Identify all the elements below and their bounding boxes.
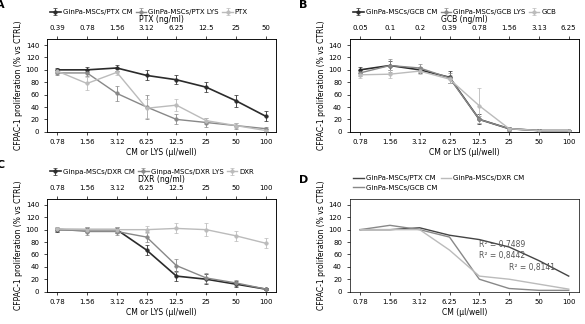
GinPa-MSCs/DXR CM — [535, 282, 542, 286]
GinPa-MSCs/GCB CM — [535, 288, 542, 292]
X-axis label: CM (µl/well): CM (µl/well) — [442, 308, 487, 317]
Y-axis label: CFPAC-1 proliferation (% vs CTRL): CFPAC-1 proliferation (% vs CTRL) — [316, 20, 326, 150]
Y-axis label: CFPAC-1 proliferation (% vs CTRL): CFPAC-1 proliferation (% vs CTRL) — [14, 20, 23, 150]
Text: R² = 0,8442: R² = 0,8442 — [479, 250, 525, 260]
GinPa-MSCs/DXR CM — [357, 228, 364, 232]
Line: GinPa-MSCs/GCB CM: GinPa-MSCs/GCB CM — [360, 225, 569, 290]
GinPa-MSCs/GCB CM — [505, 286, 512, 290]
GinPa-MSCs/DXR CM — [505, 277, 512, 281]
GinPa-MSCs/DXR CM — [387, 228, 394, 232]
Text: C: C — [0, 160, 5, 170]
GinPa-MSCs/GCB CM — [446, 235, 453, 239]
GinPa-MSCs/DXR CM — [476, 274, 483, 278]
X-axis label: CM or LYS (µl/well): CM or LYS (µl/well) — [126, 148, 197, 157]
X-axis label: GCB (ng/ml): GCB (ng/ml) — [441, 16, 488, 25]
Y-axis label: CFPAC-1 proliferation (% vs CTRL): CFPAC-1 proliferation (% vs CTRL) — [316, 180, 326, 310]
GinPa-MSCs/PTX CM — [535, 259, 542, 262]
X-axis label: PTX (ng/ml): PTX (ng/ml) — [139, 16, 184, 25]
GinPa-MSCs/DXR CM — [565, 287, 572, 291]
GinPa-MSCs/PTX CM — [387, 228, 394, 232]
Text: A: A — [0, 0, 5, 10]
Legend: Ginpa-MSCs/DXR CM, Ginpa-MSCs/DXR LYS, DXR: Ginpa-MSCs/DXR CM, Ginpa-MSCs/DXR LYS, D… — [50, 169, 254, 175]
GinPa-MSCs/DXR CM — [446, 248, 453, 252]
GinPa-MSCs/PTX CM — [416, 226, 423, 230]
Legend: GinPa-MSCs/PTX CM, GinPa-MSCs/GCB CM, GinPa-MSCs/DXR CM: GinPa-MSCs/PTX CM, GinPa-MSCs/GCB CM, Gi… — [353, 175, 524, 191]
GinPa-MSCs/DXR CM — [416, 228, 423, 232]
X-axis label: CM or LYS (µl/well): CM or LYS (µl/well) — [126, 308, 197, 317]
Text: B: B — [299, 0, 308, 10]
GinPa-MSCs/GCB CM — [565, 288, 572, 292]
GinPa-MSCs/GCB CM — [357, 228, 364, 232]
GinPa-MSCs/PTX CM — [446, 233, 453, 237]
Text: R² = 0,7489: R² = 0,7489 — [479, 240, 525, 249]
GinPa-MSCs/GCB CM — [476, 277, 483, 281]
Legend: GinPa-MSCs/PTX CM, GinPa-MSCs/PTX LYS, PTX: GinPa-MSCs/PTX CM, GinPa-MSCs/PTX LYS, P… — [50, 9, 248, 15]
Text: R² = 0,8141: R² = 0,8141 — [509, 263, 555, 272]
GinPa-MSCs/GCB CM — [416, 228, 423, 232]
X-axis label: CM or LYS (µl/well): CM or LYS (µl/well) — [429, 148, 500, 157]
Legend: GinPa-MSCs/GCB CM, GinPa-MSCs/GCB LYS, GCB: GinPa-MSCs/GCB CM, GinPa-MSCs/GCB LYS, G… — [353, 9, 556, 15]
Y-axis label: CFPAC-1 proliferation (% vs CTRL): CFPAC-1 proliferation (% vs CTRL) — [14, 180, 23, 310]
GinPa-MSCs/PTX CM — [565, 274, 572, 278]
Text: D: D — [299, 176, 308, 185]
Line: GinPa-MSCs/PTX CM: GinPa-MSCs/PTX CM — [360, 228, 569, 276]
X-axis label: DXR (ng/ml): DXR (ng/ml) — [138, 175, 185, 184]
GinPa-MSCs/PTX CM — [505, 245, 512, 249]
GinPa-MSCs/GCB CM — [387, 223, 394, 227]
GinPa-MSCs/PTX CM — [476, 237, 483, 241]
Line: GinPa-MSCs/DXR CM: GinPa-MSCs/DXR CM — [360, 230, 569, 289]
GinPa-MSCs/PTX CM — [357, 228, 364, 232]
